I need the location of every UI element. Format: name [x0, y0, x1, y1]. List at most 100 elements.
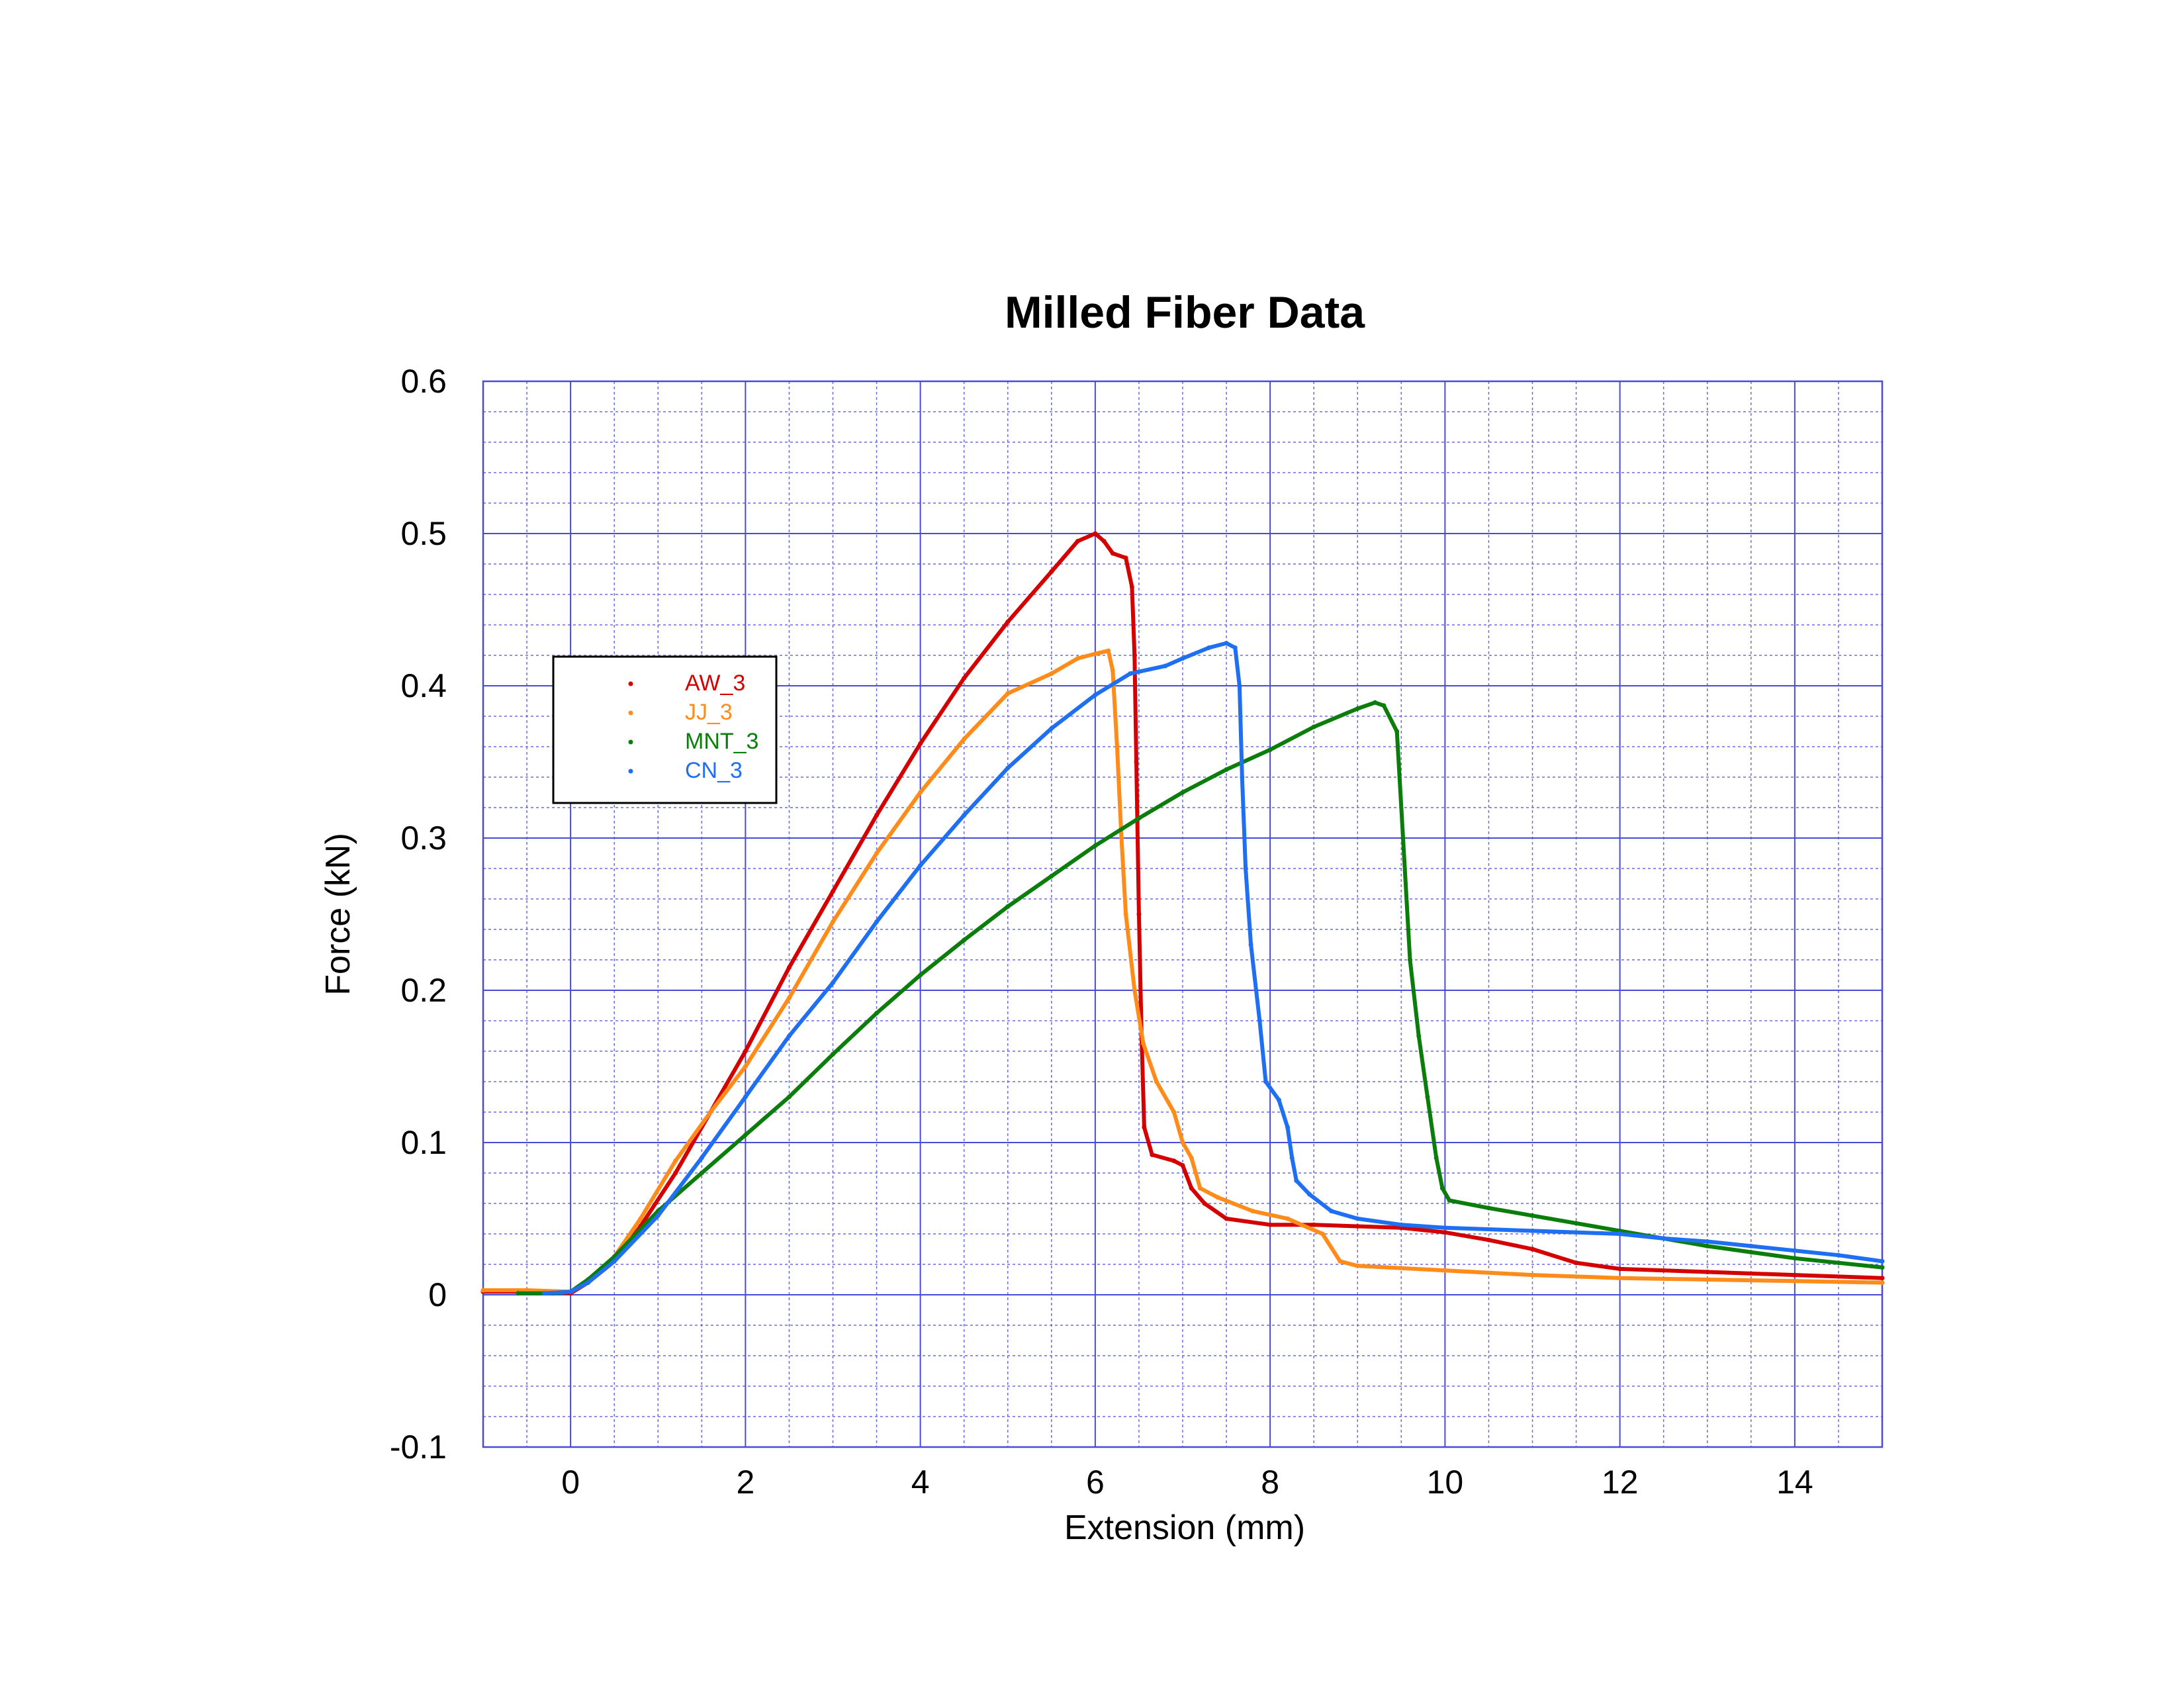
data-point [1338, 1258, 1343, 1264]
data-point [1320, 1231, 1325, 1237]
data-point [1447, 1197, 1452, 1203]
data-point [1311, 1222, 1316, 1227]
data-point [1232, 645, 1238, 650]
data-point [1617, 1231, 1623, 1237]
data-point [1075, 539, 1080, 543]
data-point [1142, 1125, 1147, 1130]
data-point [1267, 747, 1273, 753]
x-axis-label: Extension (mm) [1064, 1509, 1305, 1547]
data-point [1202, 1201, 1207, 1206]
data-point [1530, 1228, 1535, 1233]
data-point [480, 1288, 486, 1293]
x-tick-label: 0 [561, 1464, 580, 1501]
data-point [1442, 1225, 1447, 1231]
data-point [1836, 1252, 1841, 1258]
y-axis-label: Force (kN) [319, 833, 357, 996]
data-point [1880, 1265, 1885, 1270]
chart-title: Milled Fiber Data [1005, 287, 1365, 338]
data-point [1206, 645, 1212, 650]
series-line [542, 641, 1884, 1295]
data-point [1749, 1243, 1754, 1248]
data-point [1329, 1209, 1334, 1213]
data-point [1075, 656, 1080, 661]
data-point [786, 1033, 792, 1039]
data-point [743, 1094, 748, 1100]
data-point [638, 1216, 643, 1221]
data-point [1171, 1109, 1177, 1115]
data-point [1197, 1186, 1203, 1191]
data-point [568, 1289, 573, 1294]
legend-entries: AW_3 JJ_3 MNT_3 CN_3 [628, 671, 758, 783]
y-tick-label: 0.4 [400, 667, 447, 704]
data-point [1180, 656, 1185, 661]
legend-label: AW_3 [685, 671, 745, 696]
data-point [918, 972, 923, 978]
data-point [1267, 1222, 1273, 1227]
data-point [1237, 683, 1242, 688]
data-point [1705, 1270, 1710, 1274]
x-tick-label: 14 [1776, 1464, 1813, 1501]
data-point [1257, 1018, 1262, 1023]
data-point [1530, 1213, 1535, 1218]
data-point [655, 1213, 660, 1218]
y-tick-label: 0.2 [400, 972, 447, 1009]
data-point [831, 919, 835, 924]
data-point [1189, 1186, 1194, 1191]
data-point [743, 1133, 748, 1137]
data-point [1442, 1268, 1447, 1273]
data-point [1880, 1280, 1885, 1286]
data-point [1433, 1155, 1439, 1160]
data-point [1224, 767, 1229, 772]
data-point [1005, 691, 1011, 696]
y-tick-label: 0.5 [400, 515, 447, 552]
data-point [1617, 1266, 1623, 1272]
data-point [1123, 912, 1128, 917]
data-point [1416, 1033, 1422, 1039]
legend-marker [628, 739, 633, 745]
data-point [1248, 942, 1253, 947]
data-point [1250, 1209, 1255, 1213]
data-point [1408, 957, 1413, 962]
data-point [1134, 759, 1139, 765]
data-point [1400, 835, 1406, 841]
legend-marker [628, 769, 633, 774]
data-point [1442, 1230, 1447, 1235]
data-point [1136, 912, 1142, 917]
data-point [1792, 1278, 1797, 1284]
data-point [699, 1155, 704, 1160]
data-point [1224, 641, 1229, 646]
legend-label: MNT_3 [685, 729, 758, 754]
data-point [1093, 531, 1098, 536]
data-point [699, 1170, 704, 1176]
data-point [1132, 653, 1137, 658]
data-point [1792, 1272, 1797, 1278]
data-point [1285, 1216, 1291, 1221]
data-point [1005, 619, 1011, 624]
y-tick-label: 0.3 [400, 820, 447, 857]
data-point [1880, 1276, 1885, 1281]
data-point [1106, 648, 1111, 653]
data-point [1132, 988, 1137, 993]
data-point [586, 1280, 591, 1286]
data-point [1398, 1222, 1404, 1227]
data-point [1381, 703, 1387, 708]
data-point [1093, 651, 1098, 657]
data-point [612, 1258, 617, 1264]
data-point [1792, 1256, 1797, 1261]
legend-label: CN_3 [685, 758, 743, 783]
data-point [1136, 816, 1142, 821]
data-point [1661, 1236, 1666, 1241]
data-point [1049, 671, 1054, 677]
data-point [1311, 724, 1316, 729]
data-point [1486, 1237, 1491, 1243]
x-tick-label: 4 [911, 1464, 930, 1501]
y-tick-label: 0 [428, 1276, 447, 1313]
data-point [831, 889, 835, 894]
data-point [1180, 1140, 1185, 1145]
plot-area-frame [482, 380, 1884, 1448]
data-point [1128, 671, 1133, 677]
legend-label: JJ_3 [685, 700, 733, 725]
data-point [1119, 835, 1124, 841]
data-point [1486, 1205, 1491, 1211]
